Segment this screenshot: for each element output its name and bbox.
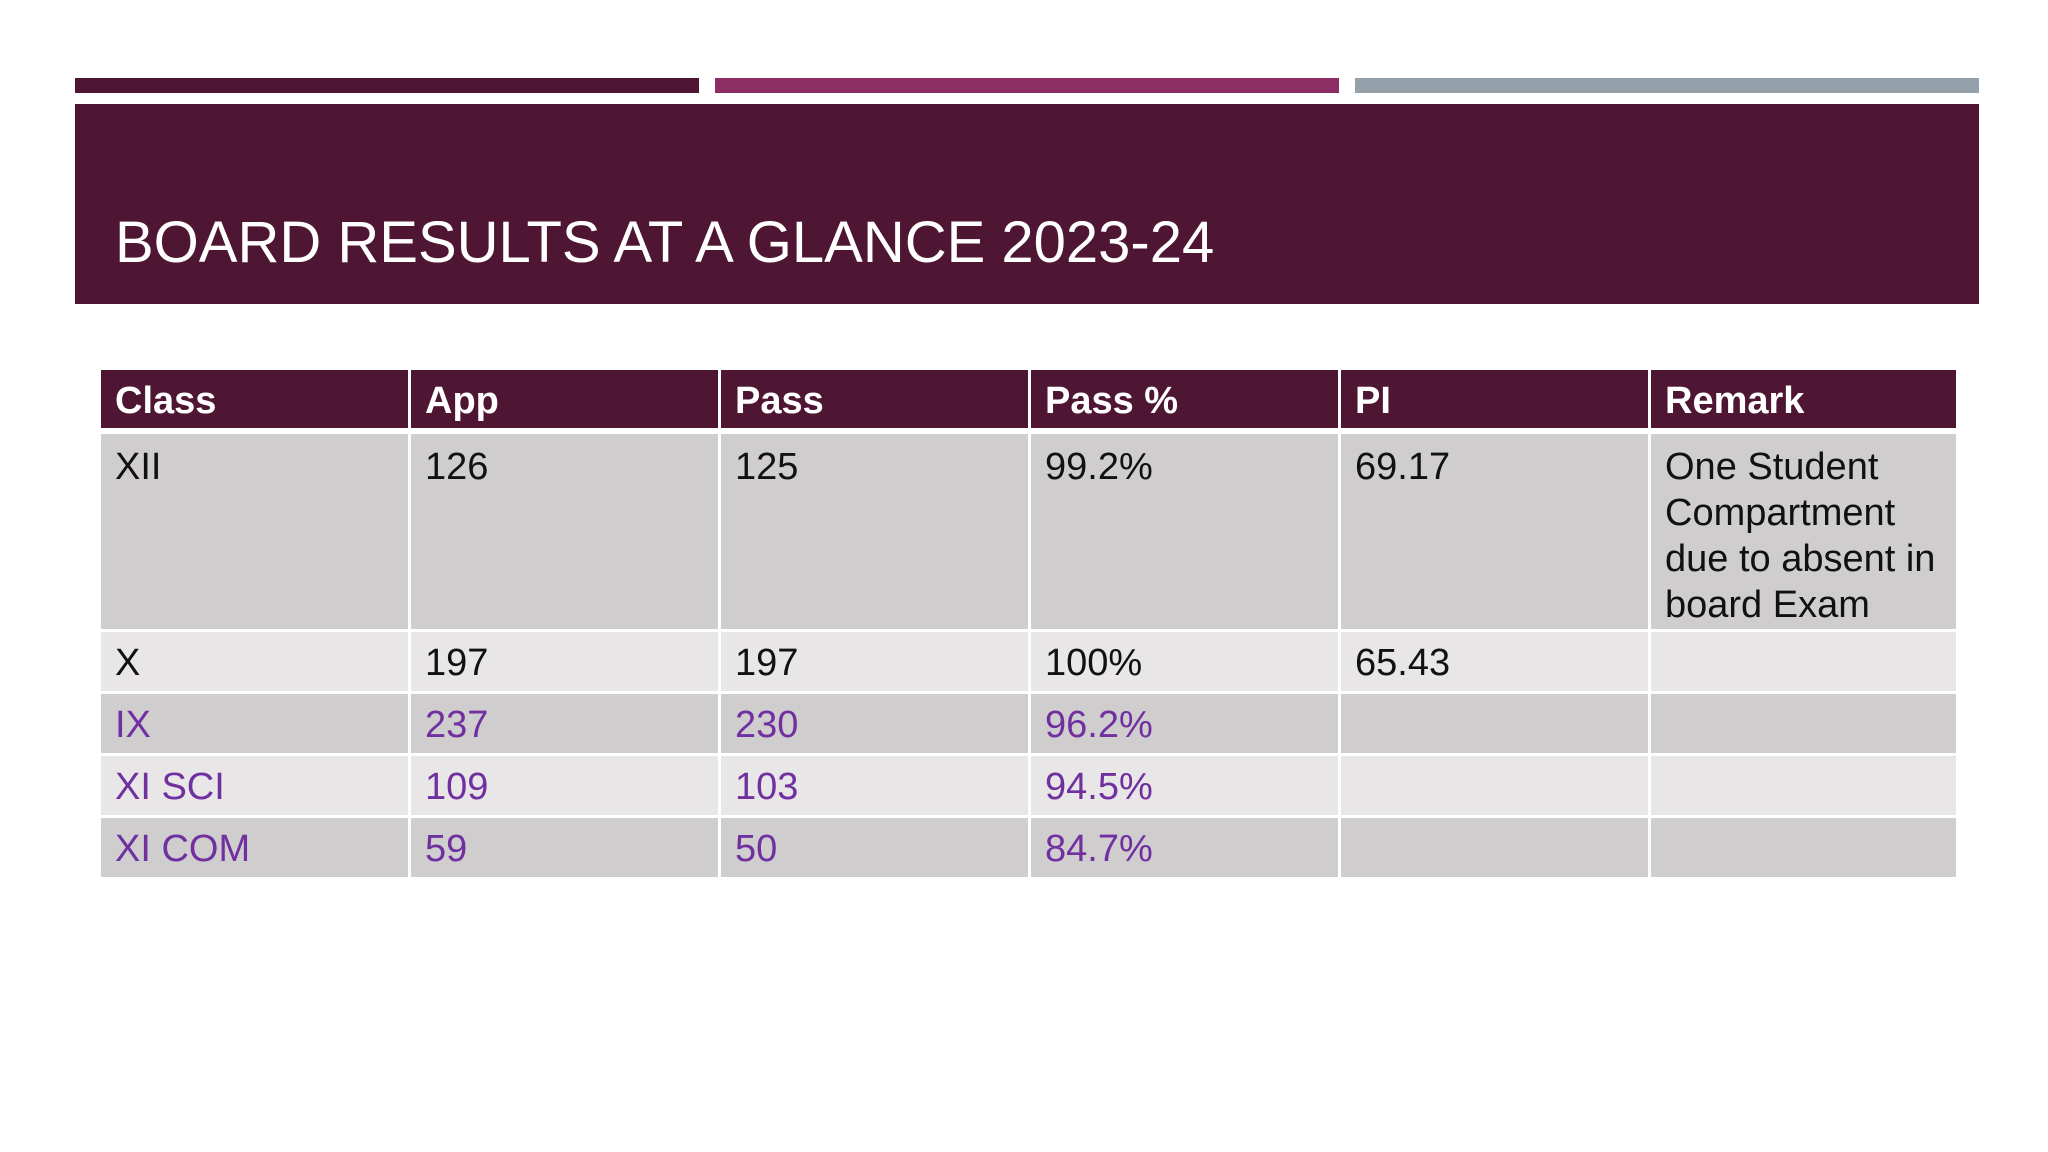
table-row: XI SCI 109 103 94.5%: [98, 753, 1959, 818]
header-pi: PI: [1338, 367, 1651, 434]
header-pass: Pass: [718, 367, 1031, 434]
cell-remark: [1648, 815, 1959, 880]
cell-pass-percent: 96.2%: [1028, 691, 1341, 756]
header-pass-percent: Pass %: [1028, 367, 1341, 434]
cell-app: 237: [408, 691, 721, 756]
cell-class: IX: [98, 691, 411, 756]
cell-pass: 197: [718, 629, 1031, 694]
cell-app: 126: [408, 429, 721, 632]
table-header-row: Class App Pass Pass % PI Remark: [98, 367, 1959, 434]
cell-pass: 50: [718, 815, 1031, 880]
cell-class: XI COM: [98, 815, 411, 880]
cell-pi: [1338, 691, 1651, 756]
cell-pass-percent: 100%: [1028, 629, 1341, 694]
cell-remark: [1648, 629, 1959, 694]
cell-pass: 125: [718, 429, 1031, 632]
cell-remark: [1648, 691, 1959, 756]
cell-app: 197: [408, 629, 721, 694]
cell-pi: 65.43: [1338, 629, 1651, 694]
cell-app: 59: [408, 815, 721, 880]
accent-bar-primary: [75, 78, 699, 93]
accent-bar-tertiary: [1355, 78, 1979, 93]
cell-class: X: [98, 629, 411, 694]
table-row: XII 126 125 99.2% 69.17 One Student Comp…: [98, 429, 1959, 632]
cell-pass-percent: 99.2%: [1028, 429, 1341, 632]
cell-pass: 103: [718, 753, 1031, 818]
cell-pi: [1338, 753, 1651, 818]
table-row: IX 237 230 96.2%: [98, 691, 1959, 756]
accent-bar-secondary: [715, 78, 1339, 93]
title-band: BOARD RESULTS AT A GLANCE 2023-24: [75, 104, 1979, 304]
cell-class: XII: [98, 429, 411, 632]
results-table: Class App Pass Pass % PI Remark XII 126 …: [98, 367, 1959, 880]
cell-app: 109: [408, 753, 721, 818]
header-remark: Remark: [1648, 367, 1959, 434]
header-class: Class: [98, 367, 411, 434]
cell-class: XI SCI: [98, 753, 411, 818]
cell-pi: 69.17: [1338, 429, 1651, 632]
cell-pass: 230: [718, 691, 1031, 756]
cell-pass-percent: 84.7%: [1028, 815, 1341, 880]
slide-title: BOARD RESULTS AT A GLANCE 2023-24: [115, 210, 1215, 275]
header-app: App: [408, 367, 721, 434]
cell-remark: One Student Compartment due to absent in…: [1648, 429, 1959, 632]
cell-pass-percent: 94.5%: [1028, 753, 1341, 818]
cell-remark: [1648, 753, 1959, 818]
cell-pi: [1338, 815, 1651, 880]
table-row: X 197 197 100% 65.43: [98, 629, 1959, 694]
table-row: XI COM 59 50 84.7%: [98, 815, 1959, 880]
